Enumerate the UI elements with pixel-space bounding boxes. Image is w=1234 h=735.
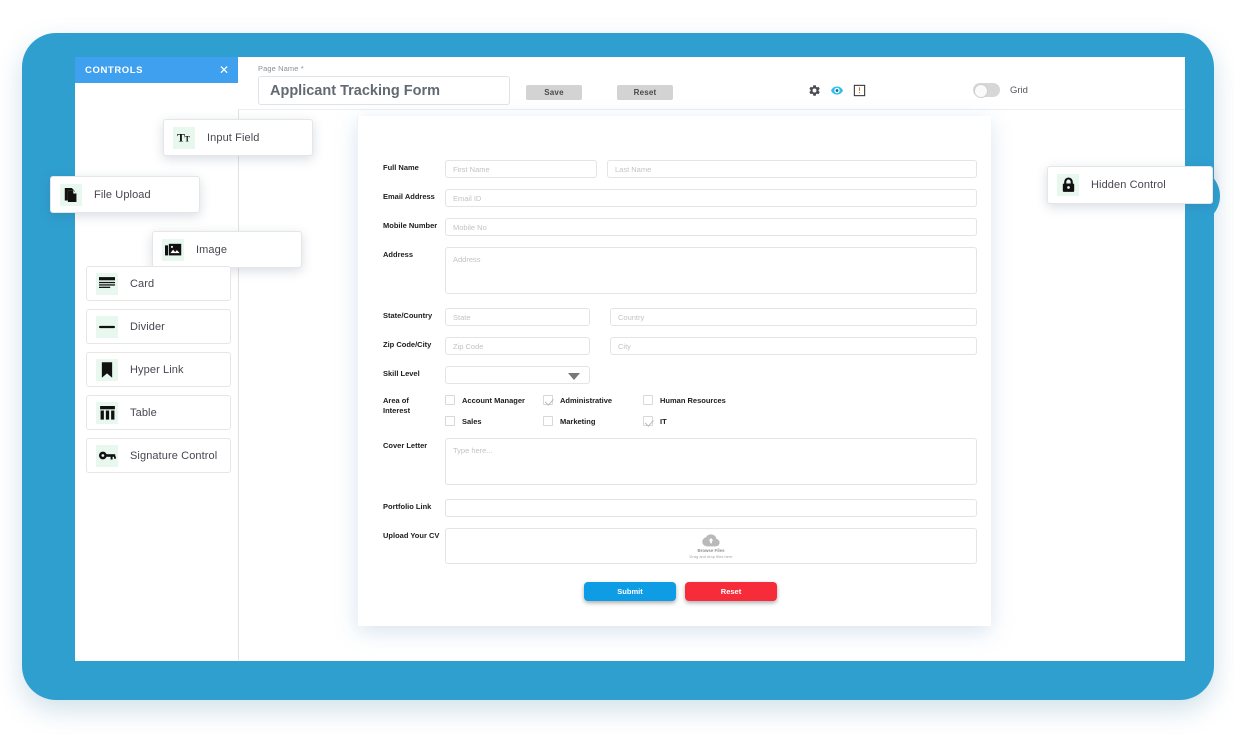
chevron-down-icon (568, 373, 580, 380)
top-toolbar: Page Name * Save Reset Grid (238, 57, 1185, 110)
aoi-label-line1: Area of (383, 396, 409, 405)
palette-item-label: Image (196, 243, 228, 256)
key-icon (96, 444, 118, 467)
zip-code-input[interactable] (445, 337, 590, 355)
palette-item-label: Input Field (207, 131, 260, 144)
state-input[interactable] (445, 308, 590, 326)
palette-item-image[interactable]: Image (152, 231, 302, 268)
email-input[interactable] (445, 189, 977, 207)
checkbox-label: Marketing (560, 416, 596, 426)
svg-text:T: T (184, 134, 190, 143)
form-reset-button[interactable]: Reset (685, 582, 777, 601)
checkbox-box[interactable] (543, 395, 553, 405)
palette-item-hidden-control[interactable]: Hidden Control (1047, 166, 1213, 204)
page-name-label: Page Name * (258, 64, 304, 73)
file-copy-icon (60, 183, 82, 206)
palette-item-label: Card (130, 277, 155, 290)
checkbox-box[interactable] (445, 416, 455, 426)
city-input[interactable] (610, 337, 977, 355)
export-icon[interactable] (853, 84, 866, 97)
checkbox-administrative[interactable]: Administrative (543, 395, 612, 405)
grid-toggle-group: Grid (973, 83, 1028, 98)
controls-panel-header: CONTROLS ✕ (75, 57, 238, 83)
palette-item-file-upload[interactable]: File Upload (50, 176, 200, 213)
close-icon[interactable]: ✕ (218, 63, 229, 77)
cover-letter-textarea[interactable] (445, 438, 977, 485)
checkbox-box[interactable] (643, 416, 653, 426)
table-icon (96, 401, 118, 424)
cloud-upload-icon (702, 533, 720, 546)
save-button[interactable]: Save (526, 85, 582, 100)
palette-item-label: File Upload (94, 188, 151, 201)
grid-toggle-switch[interactable] (973, 83, 1000, 98)
form-submit-button[interactable]: Submit (584, 582, 676, 601)
aoi-label-line2: Interest (383, 406, 411, 416)
card-icon (96, 272, 118, 295)
svg-text:T: T (177, 131, 185, 144)
palette-item-label: Divider (130, 320, 165, 333)
last-name-input[interactable] (607, 160, 977, 178)
palette-item-signature-control[interactable]: Signature Control (86, 438, 231, 473)
checkbox-label: Human Resources (660, 395, 726, 405)
address-textarea[interactable] (445, 247, 977, 294)
checkbox-account-manager[interactable]: Account Manager (445, 395, 525, 405)
form-canvas: Full Name Email Address Mobile Number Ad… (357, 116, 991, 626)
checkbox-label: Sales (462, 416, 482, 426)
country-input[interactable] (610, 308, 977, 326)
toolbar-icon-group (808, 84, 866, 97)
palette-item-label: Table (130, 406, 157, 419)
palette-item-hyper-link[interactable]: Hyper Link (86, 352, 231, 387)
file-dropzone[interactable]: Browse Files Drag and drop files here (445, 528, 977, 564)
eye-icon[interactable] (830, 84, 844, 97)
field-label-full-name: Full Name (383, 163, 419, 172)
portfolio-link-input[interactable] (445, 499, 977, 517)
grid-toggle-label: Grid (1010, 84, 1028, 96)
checkbox-label: IT (660, 416, 667, 426)
controls-panel-title: CONTROLS (85, 64, 144, 76)
skill-level-select[interactable] (445, 366, 590, 384)
field-label-state-country: State/Country (383, 311, 433, 320)
first-name-input[interactable] (445, 160, 597, 178)
field-label-area-of-interest: Area of Interest (383, 396, 443, 416)
palette-item-label: Hidden Control (1091, 179, 1166, 191)
checkbox-label: Administrative (560, 395, 613, 405)
lock-icon (1057, 174, 1079, 196)
image-icon (162, 238, 184, 261)
checkbox-label: Account Manager (462, 395, 525, 405)
page-name-input[interactable] (258, 76, 510, 105)
divider-icon (96, 315, 118, 338)
palette-item-table[interactable]: Table (86, 395, 231, 430)
field-label-portfolio-link: Portfolio Link (383, 502, 432, 511)
field-label-address: Address (383, 250, 414, 259)
palette-item-divider[interactable]: Divider (86, 309, 231, 344)
dropzone-hint-label: Drag and drop files here (689, 553, 733, 559)
checkbox-human-resources[interactable]: Human Resources (643, 395, 726, 405)
checkbox-box[interactable] (643, 395, 653, 405)
checkbox-marketing[interactable]: Marketing (543, 416, 595, 426)
checkbox-sales[interactable]: Sales (445, 416, 482, 426)
bookmark-icon (96, 358, 118, 381)
gear-icon[interactable] (808, 84, 821, 97)
reset-button[interactable]: Reset (617, 85, 673, 100)
checkbox-box[interactable] (543, 416, 553, 426)
palette-item-card[interactable]: Card (86, 266, 231, 301)
field-label-mobile: Mobile Number (383, 221, 438, 230)
mobile-input[interactable] (445, 218, 977, 236)
field-label-cover-letter: Cover Letter (383, 441, 428, 450)
field-label-zip-city: Zip Code/City (383, 340, 432, 349)
palette-divider (238, 110, 239, 661)
checkbox-it[interactable]: IT (643, 416, 667, 426)
checkbox-box[interactable] (445, 395, 455, 405)
palette-item-label: Hyper Link (130, 363, 184, 376)
field-label-email: Email Address (383, 192, 435, 201)
dropzone-browse-label: Browse Files (697, 547, 725, 553)
palette-item-label: Signature Control (130, 449, 218, 462)
field-label-skill-level: Skill Level (383, 369, 420, 378)
field-label-upload-cv: Upload Your CV (383, 531, 440, 540)
